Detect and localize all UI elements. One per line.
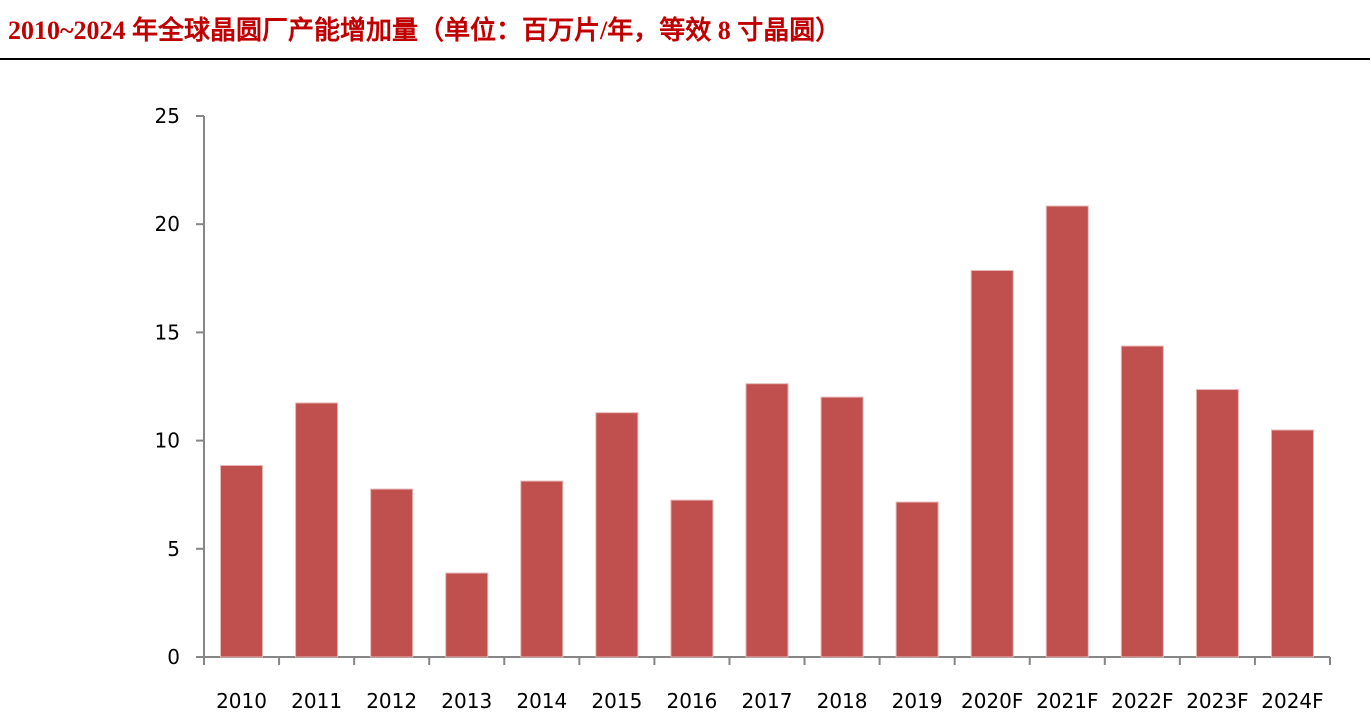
- bar-2010: [220, 464, 264, 658]
- y-tick-label: 10: [155, 429, 180, 453]
- x-axis: 2010 2011 2012 2013 2014 2015 2016 2017 2018 2019…: [196, 656, 1331, 713]
- x-tick-label: 2011: [291, 689, 342, 713]
- x-tick-label: 2014: [516, 689, 567, 713]
- x-tick-label: 2019: [892, 689, 943, 713]
- bar-2016: [670, 499, 714, 658]
- x-tick-label: 2015: [591, 689, 642, 713]
- chart-title: 2010~2024 年全球晶圆厂产能增加量（单位：百万片/年，等效 8 寸晶圆）: [8, 16, 842, 45]
- x-tick-label: 2020F: [961, 689, 1023, 713]
- bar-2019: [895, 501, 939, 658]
- bar-2011: [295, 402, 339, 658]
- x-tick-label: 2012: [366, 689, 417, 713]
- x-tick-label: 2021F: [1036, 689, 1098, 713]
- bar-2020F: [970, 270, 1014, 658]
- title-divider: [0, 58, 1370, 60]
- x-tick-label: 2022F: [1111, 689, 1173, 713]
- y-tick-label: 0: [167, 645, 180, 669]
- x-tick-label: 2018: [817, 689, 868, 713]
- bar-series: [220, 205, 1314, 658]
- y-tick-label: 15: [155, 320, 180, 344]
- bar-2018: [820, 396, 864, 658]
- bar-2015: [595, 412, 639, 658]
- bar-2022F: [1120, 345, 1164, 658]
- x-tick-label: 2024F: [1261, 689, 1323, 713]
- bar-2024F: [1270, 429, 1314, 658]
- x-tick-label: 2010: [216, 689, 267, 713]
- y-axis: 0 5 10 15 20 25: [155, 104, 205, 669]
- bar-2013: [445, 572, 489, 658]
- bar-2023F: [1195, 389, 1239, 658]
- bar-2012: [370, 488, 414, 658]
- x-tick-label: 2016: [666, 689, 717, 713]
- y-tick-label: 5: [167, 537, 180, 561]
- x-tick-label: 2013: [441, 689, 492, 713]
- bar-2021F: [1045, 205, 1089, 658]
- bar-2014: [520, 480, 564, 658]
- y-tick-label: 25: [155, 104, 180, 128]
- y-tick-label: 20: [155, 212, 180, 236]
- x-tick-label: 2023F: [1186, 689, 1248, 713]
- bar-2017: [745, 383, 789, 658]
- x-tick-label: 2017: [742, 689, 793, 713]
